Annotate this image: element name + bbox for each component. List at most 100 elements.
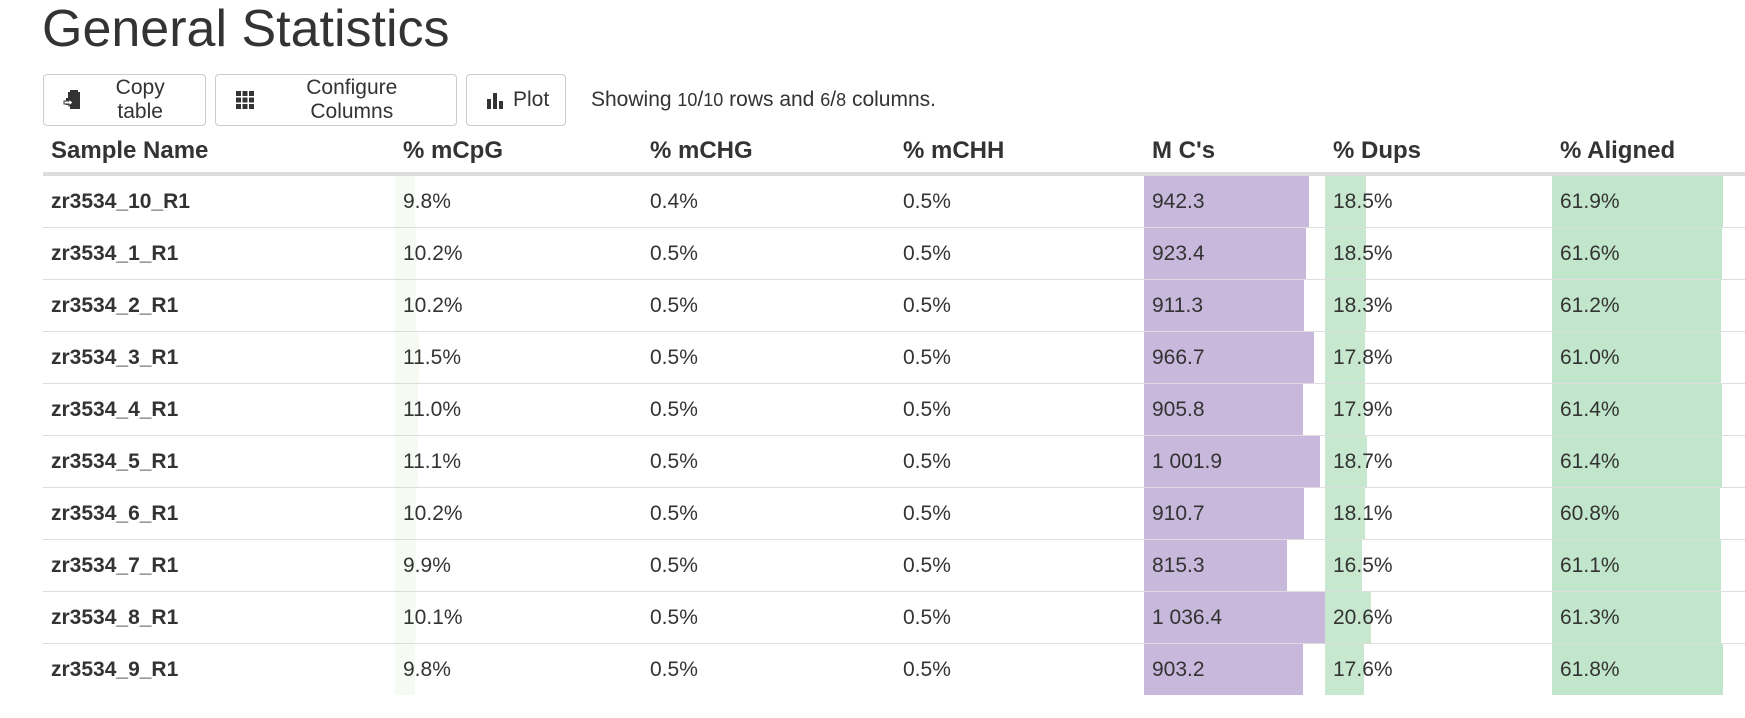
header-dups[interactable]: % Dups (1325, 130, 1552, 176)
mcpg-cell: 9.8% (395, 644, 642, 695)
mcs-cell: 911.3 (1144, 279, 1325, 332)
dups-cell-inner: 18.5% (1325, 176, 1552, 227)
sample-name-cell: zr3534_1_R1 (43, 227, 395, 280)
dups-cell-inner: 18.1% (1325, 488, 1552, 539)
mcs-bar (1144, 176, 1309, 227)
mcs-bar (1144, 592, 1326, 643)
dups-bar (1325, 488, 1365, 539)
mchh-cell: 0.5% (895, 435, 1144, 488)
rows-shown: 10 (677, 89, 698, 110)
dups-cell-inner: 17.8% (1325, 332, 1552, 383)
mchh-cell-inner: 0.5% (895, 176, 1144, 227)
sample-name-cell: zr3534_3_R1 (43, 331, 395, 384)
copy-table-button[interactable]: Copy table (43, 74, 206, 126)
header-mcs[interactable]: M C's (1144, 130, 1325, 176)
mcs-value: 815.3 (1152, 553, 1205, 577)
header-mcpg[interactable]: % mCpG (395, 130, 642, 176)
dups-value: 18.3% (1333, 293, 1393, 317)
aligned-value: 61.1% (1560, 553, 1620, 577)
dups-cell-inner: 20.6% (1325, 592, 1552, 643)
mchh-cell: 0.5% (895, 383, 1144, 436)
mcpg-value: 10.2% (403, 501, 463, 525)
aligned-value: 61.0% (1560, 345, 1620, 369)
mcpg-value: 11.5% (403, 345, 461, 369)
showing-prefix: Showing (591, 88, 672, 111)
mchg-cell-inner: 0.5% (642, 436, 895, 487)
mcs-bar (1144, 384, 1303, 435)
mcs-cell: 815.3 (1144, 539, 1325, 592)
mchg-cell: 0.5% (642, 331, 895, 384)
mcs-cell-inner: 1 001.9 (1144, 436, 1325, 487)
dups-value: 18.5% (1333, 189, 1393, 213)
dups-cell: 18.3% (1325, 279, 1552, 332)
copy-table-label: Copy table (115, 76, 165, 123)
mcs-cell: 942.3 (1144, 174, 1325, 228)
mcpg-bar (395, 488, 416, 539)
mchh-cell: 0.5% (895, 539, 1144, 592)
mcpg-cell: 9.9% (395, 539, 642, 592)
mcpg-value: 10.1% (403, 605, 463, 629)
mcs-cell-inner: 905.8 (1144, 384, 1325, 435)
mcpg-cell-inner: 9.8% (395, 644, 642, 695)
mchh-cell: 0.5% (895, 174, 1144, 228)
aligned-cell: 61.6% (1552, 227, 1745, 280)
mchg-value: 0.4% (650, 189, 698, 213)
mchh-value: 0.5% (903, 241, 951, 265)
dups-value: 18.7% (1333, 449, 1393, 473)
aligned-cell-inner: 61.0% (1552, 332, 1745, 383)
dups-bar (1325, 540, 1362, 591)
sample-name-cell: zr3534_4_R1 (43, 383, 395, 436)
mcpg-cell: 11.5% (395, 331, 642, 384)
header-mchh[interactable]: % mCHH (895, 130, 1144, 176)
aligned-bar (1552, 436, 1722, 487)
table-row: zr3534_4_R1 11.0% 0.5% 0.5% 905.8 17.9% 61.4% (43, 383, 1745, 436)
mcpg-value: 9.8% (403, 189, 451, 213)
mcpg-cell-inner: 11.1% (395, 436, 642, 487)
mcs-value: 942.3 (1152, 189, 1205, 213)
mchh-value: 0.5% (903, 189, 951, 213)
header-mchg[interactable]: % mCHG (642, 130, 895, 176)
aligned-bar (1552, 176, 1723, 227)
mcpg-value: 9.9% (403, 553, 451, 577)
aligned-value: 61.3% (1560, 605, 1620, 629)
mcpg-bar (395, 384, 418, 435)
aligned-value: 61.4% (1560, 397, 1620, 421)
mcs-cell-inner: 815.3 (1144, 540, 1325, 591)
header-aligned[interactable]: % Aligned (1552, 130, 1745, 176)
aligned-cell: 61.2% (1552, 279, 1745, 332)
dups-cell-inner: 18.7% (1325, 436, 1552, 487)
mcpg-cell-inner: 10.1% (395, 592, 642, 643)
mcs-cell-inner: 910.7 (1144, 488, 1325, 539)
aligned-value: 61.6% (1560, 241, 1620, 265)
table-header-row: Sample Name % mCpG % mCHG % mCHH M C's %… (43, 130, 1745, 176)
mcpg-cell-inner: 11.5% (395, 332, 642, 383)
mcpg-value: 10.2% (403, 241, 463, 265)
sample-name-cell: zr3534_8_R1 (43, 591, 395, 644)
sample-name-cell: zr3534_9_R1 (51, 657, 179, 681)
header-sample-name[interactable]: Sample Name (43, 130, 395, 176)
rows-total: 10 (703, 89, 724, 110)
mcs-bar (1144, 540, 1287, 591)
mchg-value: 0.5% (650, 657, 698, 681)
plot-button[interactable]: Plot (466, 74, 566, 126)
dups-value: 18.5% (1333, 241, 1393, 265)
mcs-cell: 923.4 (1144, 227, 1325, 280)
mchh-value: 0.5% (903, 449, 951, 473)
configure-columns-button[interactable]: Configure Columns (215, 74, 457, 126)
mchh-value: 0.5% (903, 501, 951, 525)
mchh-value: 0.5% (903, 553, 951, 577)
mchg-cell: 0.5% (642, 487, 895, 540)
mcs-value: 910.7 (1152, 501, 1205, 525)
dups-cell: 18.1% (1325, 487, 1552, 540)
dups-cell: 18.5% (1325, 174, 1552, 228)
dups-bar (1325, 592, 1371, 643)
dups-cell: 18.7% (1325, 435, 1552, 488)
mcs-cell: 910.7 (1144, 487, 1325, 540)
mchg-value: 0.5% (650, 449, 698, 473)
aligned-cell: 61.4% (1552, 383, 1745, 436)
mcpg-value: 9.8% (403, 657, 451, 681)
mcpg-value: 11.1% (403, 449, 461, 473)
dups-bar (1325, 436, 1367, 487)
rows-word: rows and (729, 88, 815, 111)
mchh-value: 0.5% (903, 397, 951, 421)
